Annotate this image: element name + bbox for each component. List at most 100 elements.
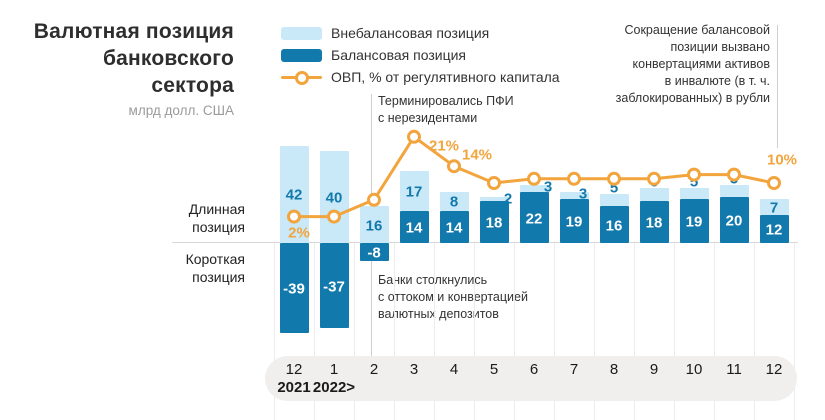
gridline bbox=[314, 243, 315, 420]
line-marker-icon bbox=[281, 70, 322, 85]
x-axis-year-label: 2021 bbox=[277, 379, 311, 396]
balance-bar bbox=[519, 192, 549, 243]
balance-value-label: 20 bbox=[725, 212, 743, 230]
chart-title: Валютная позиция банковского сектора bbox=[33, 20, 234, 97]
gridline bbox=[514, 243, 515, 420]
gridline bbox=[274, 243, 275, 420]
ovp-point-marker bbox=[727, 167, 741, 182]
legend-label: Внебалансовая позиция bbox=[331, 25, 490, 41]
balance-bar bbox=[759, 215, 789, 243]
gridline bbox=[674, 243, 675, 420]
chart-units-subtitle: млрд долл. США bbox=[128, 103, 234, 118]
x-axis-month-label: 10 bbox=[685, 361, 703, 378]
balance-value-label: -39 bbox=[283, 280, 305, 298]
x-axis-year-label: 2022> bbox=[312, 379, 356, 396]
balance-value-label: 12 bbox=[765, 221, 783, 239]
x-axis-month-label: 12 bbox=[285, 361, 303, 378]
gridline bbox=[794, 243, 795, 420]
balance-bar bbox=[719, 196, 749, 243]
legend-row-balance: Балансовая позиция bbox=[281, 44, 560, 66]
offbalance-bar bbox=[599, 194, 629, 207]
annotation-balance-reduction: Сокращение балансовой позиции вызвано ко… bbox=[615, 23, 770, 105]
balance-value-label: 19 bbox=[565, 213, 583, 231]
legend-label: ОВП, % от регулятивного капитала bbox=[331, 69, 560, 85]
balance-bar bbox=[599, 206, 629, 243]
offbalance-value-label: 8 bbox=[449, 193, 459, 211]
ovp-point-marker bbox=[567, 171, 581, 186]
gridline bbox=[474, 243, 475, 420]
balance-swatch-icon bbox=[281, 48, 322, 62]
x-axis-month-label: 7 bbox=[569, 361, 579, 378]
legend: Внебалансовая позиция Балансовая позиция… bbox=[281, 22, 560, 88]
ovp-point-marker bbox=[607, 171, 621, 186]
gridline bbox=[554, 243, 555, 420]
offbalance-bar bbox=[559, 192, 589, 200]
gridline bbox=[714, 243, 715, 420]
offbalance-bar bbox=[479, 196, 509, 202]
balance-value-label: 18 bbox=[645, 214, 663, 232]
balance-value-label: 18 bbox=[485, 214, 503, 232]
annotation-leader-line-right bbox=[777, 25, 778, 148]
x-axis-month-label: 1 bbox=[329, 361, 339, 378]
legend-row-ovp: ОВП, % от регулятивного капитала bbox=[281, 66, 560, 88]
gridline bbox=[634, 243, 635, 420]
balance-value-label: 19 bbox=[685, 213, 703, 231]
balance-bar bbox=[399, 210, 429, 243]
x-axis-month-label: 11 bbox=[726, 361, 742, 378]
balance-value-label: 14 bbox=[445, 219, 463, 237]
offbalance-bar bbox=[639, 187, 669, 202]
ovp-point-marker bbox=[527, 171, 541, 186]
gridline bbox=[594, 243, 595, 420]
x-axis-month-label: 4 bbox=[449, 361, 459, 378]
ovp-point-marker bbox=[407, 129, 421, 144]
offbalance-bar bbox=[359, 206, 389, 243]
ovp-point-marker bbox=[647, 171, 661, 186]
balance-bar bbox=[479, 201, 509, 243]
balance-value-label: 16 bbox=[605, 217, 623, 235]
x-axis-pill bbox=[265, 356, 797, 401]
long-position-label: Длинная позиция bbox=[188, 201, 245, 235]
gridline bbox=[354, 243, 355, 420]
balance-bar bbox=[439, 210, 469, 243]
x-axis-month-label: 2 bbox=[369, 361, 379, 378]
ovp-percent-label: 10% bbox=[766, 151, 798, 169]
x-axis-month-label: 8 bbox=[609, 361, 619, 378]
annotation-deposit-outflow: Банки столкнулись с оттоком и конвертаци… bbox=[378, 273, 528, 321]
legend-label: Балансовая позиция bbox=[331, 47, 467, 63]
offbalance-bar bbox=[719, 185, 749, 197]
ovp-point-marker bbox=[447, 159, 461, 174]
ovp-point-marker bbox=[487, 176, 501, 190]
balance-value-label: 22 bbox=[525, 210, 543, 228]
x-axis-month-label: 9 bbox=[649, 361, 659, 378]
offbalance-bar bbox=[319, 150, 349, 243]
ovp-point-marker bbox=[767, 176, 781, 190]
offbalance-value-label: 3 bbox=[543, 178, 553, 196]
offbalance-bar bbox=[759, 199, 789, 216]
ovp-point-marker bbox=[367, 192, 381, 207]
offbalance-value-label: 5 bbox=[609, 179, 619, 197]
x-axis-month-label: 12 bbox=[765, 361, 783, 378]
balance-bar bbox=[639, 201, 669, 243]
offbalance-value-label: 2 bbox=[503, 190, 513, 208]
ovp-point-marker bbox=[687, 167, 701, 182]
annotation-pfi-terminated: Терминировались ПФИ с нерезидентами bbox=[378, 94, 514, 125]
x-axis-month-label: 5 bbox=[489, 361, 499, 378]
balance-bar bbox=[279, 243, 309, 334]
gridline bbox=[394, 243, 395, 420]
offbalance-value-label: 3 bbox=[578, 185, 588, 203]
gridline bbox=[754, 243, 755, 420]
offbalance-value-label: 7 bbox=[769, 199, 779, 217]
legend-row-offbalance: Внебалансовая позиция bbox=[281, 22, 560, 44]
x-axis-month-label: 3 bbox=[409, 361, 419, 378]
ovp-percent-label: 14% bbox=[461, 146, 493, 164]
offbalance-bar bbox=[399, 171, 429, 211]
balance-bar bbox=[319, 243, 349, 329]
offbalance-bar bbox=[279, 145, 309, 243]
offbalance-swatch-icon bbox=[281, 26, 322, 40]
balance-bar bbox=[679, 199, 709, 243]
offbalance-value-label: 17 bbox=[405, 183, 423, 201]
offbalance-bar bbox=[519, 185, 549, 193]
balance-value-label: -8 bbox=[367, 244, 381, 262]
short-position-label: Короткая позиция bbox=[185, 251, 245, 285]
